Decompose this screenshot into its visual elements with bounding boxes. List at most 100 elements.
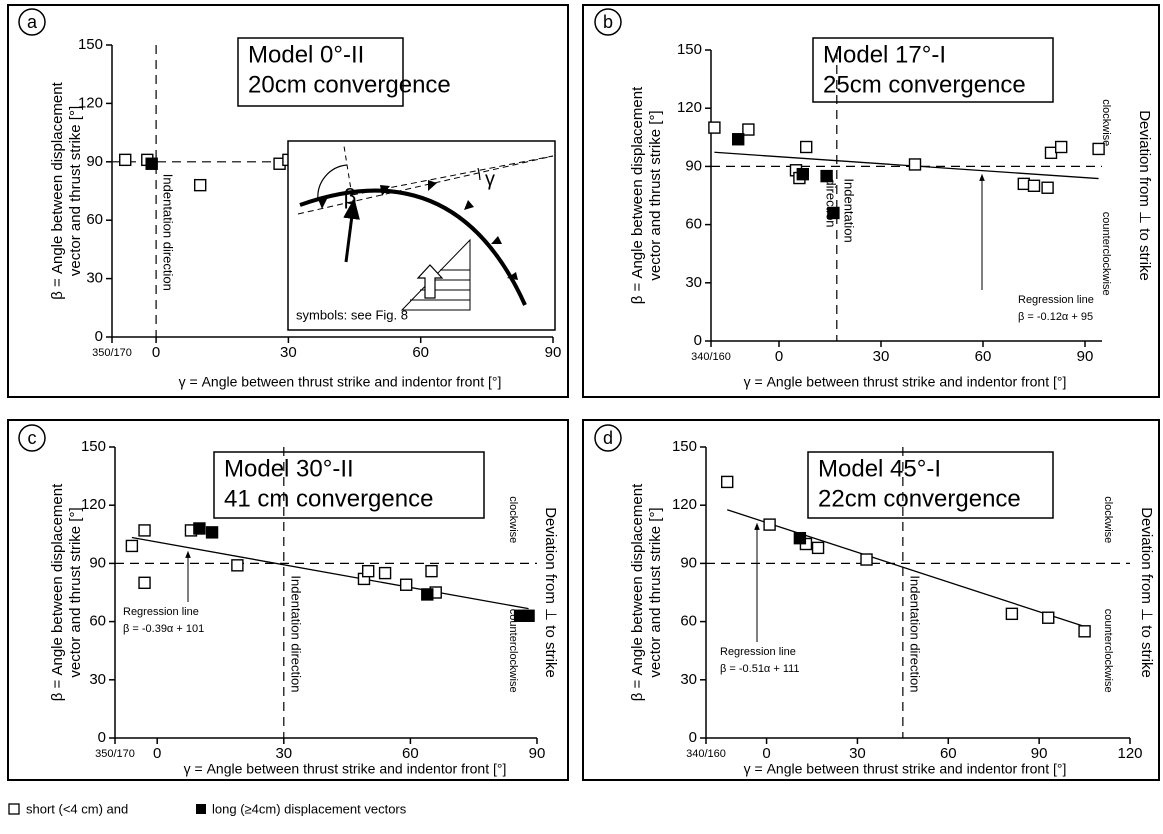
point-open [1027, 179, 1041, 193]
y-tick-label: 60 [685, 216, 702, 233]
panel: c Model 30°-II 41 cm convergence 0 30 60 90 120… [7, 419, 569, 781]
x-tick-label: 0 [152, 344, 160, 361]
x-tick-label: 0 [762, 745, 770, 762]
beta-arc [317, 164, 348, 201]
point-open [908, 158, 922, 171]
side-label: clockwise [1100, 99, 1112, 146]
y-axis-label: β = Angle between displacement [49, 483, 66, 701]
point-filled [421, 588, 434, 601]
indentor-front-line [351, 155, 554, 196]
regression-line [714, 151, 1099, 180]
panel-letter: b [603, 12, 613, 32]
panel-letter: c [28, 428, 37, 448]
chart-title: 22cm convergence [818, 485, 1021, 512]
x-tick-label: 60 [940, 745, 957, 762]
title-box [807, 451, 1054, 519]
y-axis-label: vector and thrust strike [°] [647, 110, 664, 280]
point-open [399, 578, 413, 591]
y-tick-label: 120 [78, 94, 103, 111]
x-axis-label: γ = Angle between thrust strike and inde… [744, 374, 1067, 390]
strike-line [297, 155, 554, 215]
regression-equation: β = -0.51α + 111 [720, 663, 800, 675]
x-tick-label: 120 [1117, 745, 1142, 762]
panel: d Model 45°-I 22cm convergence 0 30 60 90 120 15… [582, 419, 1160, 781]
x-axis-label: γ = Angle between thrust strike and inde… [184, 761, 507, 777]
y-tick-label: 0 [694, 332, 702, 349]
y-axis-label: β = Angle between displacement [629, 86, 646, 304]
y-tick-label: 150 [78, 36, 103, 53]
legend-label: long (≥4cm) displacement vectors [212, 801, 407, 816]
y-axis-label: vector and thrust strike [°] [647, 507, 664, 677]
regression-label: Regression line [720, 646, 796, 658]
x-tick-label: 90 [545, 344, 562, 361]
side-label: Deviation from ⊥ to strike [1136, 110, 1153, 281]
y-axis-label: β = Angle between displacement [49, 81, 66, 299]
x-tick-label: 30 [280, 344, 297, 361]
chart-title: Model 0°-II [248, 41, 364, 68]
panel: a Model 0°-II 20cm convergence 0 30 60 90 120 15… [7, 4, 569, 398]
point-open [1044, 146, 1058, 160]
point-open [811, 541, 825, 555]
point-open [1017, 177, 1030, 191]
y-tick-label: 90 [680, 554, 697, 571]
regression-label: Regression line [123, 606, 199, 618]
point-open [125, 539, 139, 553]
x-tick-label: 60 [402, 745, 419, 762]
x-tick-label: 340/160 [686, 748, 726, 760]
y-tick-label: 90 [685, 157, 702, 174]
side-label: counterclockwise [1100, 212, 1112, 296]
panel-letter-circle [18, 424, 46, 452]
title-box [213, 451, 485, 519]
indentation-label: Indentation direction [907, 575, 922, 692]
indentation-label: direction [823, 178, 838, 227]
point-filled [796, 167, 809, 181]
inset-note: symbols: see Fig. 8 [296, 307, 408, 322]
y-tick-label: 0 [98, 729, 106, 746]
point-open [119, 153, 132, 167]
x-tick-label: 90 [1031, 745, 1048, 762]
chart-title: Model 30°-II [224, 455, 354, 482]
point-open [721, 475, 734, 489]
regression-label: Regression line [1018, 294, 1094, 306]
x-tick-label: 90 [1077, 348, 1094, 365]
panel: b Model 17°-I 25cm convergence 0 30 60 90 120 15… [582, 4, 1160, 398]
point-open [138, 524, 151, 537]
point-open [1078, 625, 1091, 638]
inset-beta: β [344, 184, 357, 209]
y-tick-label: 90 [86, 153, 103, 170]
regression-line [726, 509, 1085, 628]
x-tick-label: 30 [873, 348, 890, 365]
panel-letter: a [27, 12, 38, 32]
y-tick-label: 60 [89, 613, 106, 630]
panel-letter-circle [18, 8, 46, 36]
y-tick-label: 90 [89, 554, 106, 571]
y-tick-label: 60 [86, 211, 103, 228]
x-tick-label: 60 [975, 348, 992, 365]
indentor [400, 238, 471, 311]
point-open [742, 123, 755, 136]
x-tick-label: 30 [275, 745, 292, 762]
x-axis-label: γ = Angle between thrust strike and inde… [179, 374, 502, 390]
side-label: clockwise [1102, 496, 1114, 543]
y-tick-label: 30 [89, 671, 106, 688]
point-open [1005, 607, 1019, 621]
side-label: Deviation from ⊥ to strike [1138, 507, 1155, 678]
point-open [138, 576, 151, 589]
x-tick-label: 340/160 [691, 351, 731, 363]
point-open [231, 559, 244, 572]
point-open [708, 121, 721, 134]
x-axis-label: γ = Angle between thrust strike and inde… [744, 761, 1067, 777]
y-axis-label: vector and thrust strike [°] [67, 507, 84, 677]
x-tick-label: 90 [529, 745, 546, 762]
panel-frame [7, 4, 569, 398]
chart-title: Model 17°-I [823, 41, 946, 68]
point-open [1042, 611, 1055, 624]
inset-gamma: γ [485, 168, 495, 190]
x-tick-label: 350/170 [92, 347, 132, 359]
point-open [1041, 181, 1054, 194]
thrust-teeth [318, 180, 518, 280]
legend-marker-open [8, 803, 20, 815]
y-tick-label: 30 [685, 274, 702, 291]
y-tick-label: 120 [677, 99, 702, 116]
